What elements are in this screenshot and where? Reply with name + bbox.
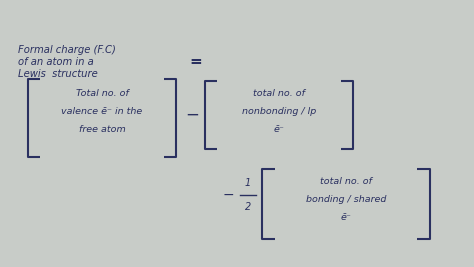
- Text: Formal charge (F.C): Formal charge (F.C): [18, 45, 116, 55]
- Text: Total no. of: Total no. of: [75, 89, 128, 98]
- Text: total no. of: total no. of: [253, 89, 305, 98]
- Text: 1: 1: [245, 178, 251, 188]
- Text: =: =: [190, 54, 202, 69]
- Text: free atom: free atom: [79, 125, 126, 134]
- Text: −: −: [222, 188, 234, 202]
- Text: Lewis  structure: Lewis structure: [18, 69, 98, 79]
- Text: of an atom in a: of an atom in a: [18, 57, 94, 67]
- Text: valence ē⁻ in the: valence ē⁻ in the: [61, 107, 143, 116]
- Text: bonding / shared: bonding / shared: [306, 195, 386, 204]
- Text: ē⁻: ē⁻: [340, 213, 351, 222]
- Text: −: −: [185, 106, 199, 124]
- Text: 2: 2: [245, 202, 251, 212]
- Text: ē⁻: ē⁻: [273, 125, 284, 134]
- Text: nonbonding / lp: nonbonding / lp: [242, 107, 316, 116]
- Text: total no. of: total no. of: [320, 177, 372, 186]
